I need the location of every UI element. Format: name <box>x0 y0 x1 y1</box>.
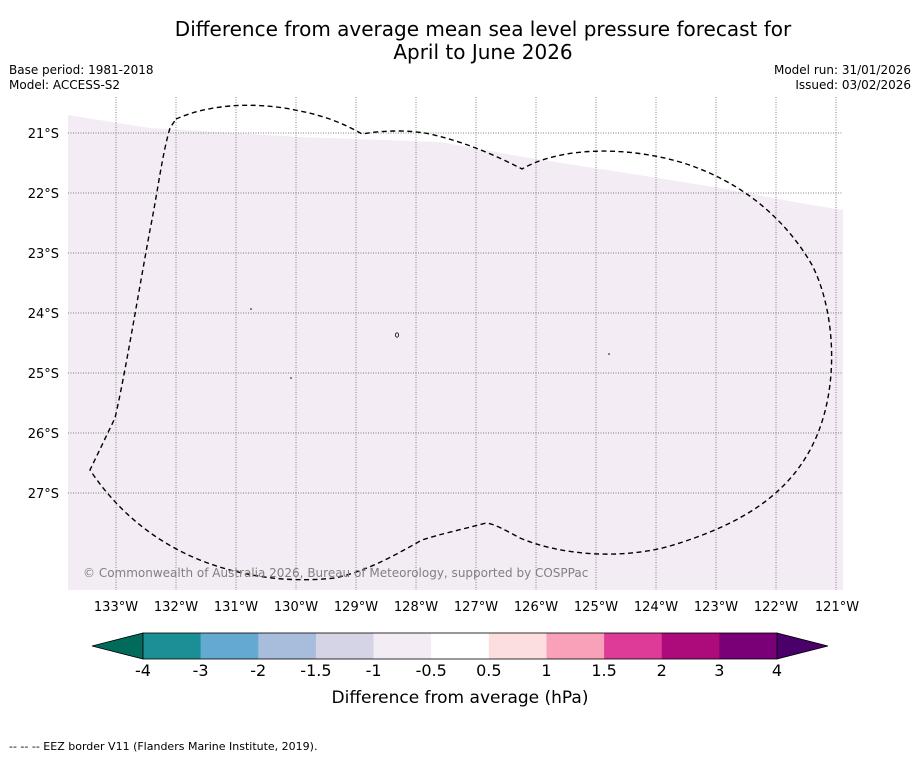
lon-label-129w: 129°W <box>334 600 378 615</box>
colorbar-over-arrow <box>776 632 829 660</box>
model-name: Model: ACCESS-S2 <box>9 78 121 92</box>
colorbar-tick-label: 0.5 <box>476 661 501 680</box>
lon-label-131w: 131°W <box>214 600 258 615</box>
model-run: Model run: 31/01/2026 <box>773 63 911 77</box>
base-period: Base period: 1981-2018 <box>9 63 154 77</box>
colorbar-swatch <box>258 633 317 659</box>
eez-border-legend: -- -- -- EEZ border V11 (Flanders Marine… <box>9 740 318 753</box>
lat-label-25s: 25°S <box>28 367 59 382</box>
lon-label-123w: 123°W <box>694 600 738 615</box>
colorbar-under-arrow <box>91 632 144 660</box>
colorbar-tick-label: -2 <box>250 661 266 680</box>
meta-right: Model run: 31/01/2026 Issued: 03/02/2026 <box>774 63 911 93</box>
colorbar-swatch <box>719 633 778 659</box>
colorbar-swatch <box>200 633 259 659</box>
islands <box>250 308 610 379</box>
colorbar-swatch <box>661 633 720 659</box>
colorbar-tick-label: 4 <box>772 661 782 680</box>
lon-label-122w: 122°W <box>754 600 798 615</box>
colorbar-tick-label: -4 <box>135 661 151 680</box>
colorbar-swatch <box>488 633 547 659</box>
title-line-2: April to June 2026 <box>393 40 573 64</box>
lat-label-21s: 21°S <box>28 127 59 142</box>
colorbar-swatch <box>143 633 201 659</box>
colorbar-tick-label: 1 <box>541 661 551 680</box>
lon-label-125w: 125°W <box>574 600 618 615</box>
lon-label-121w: 121°W <box>815 600 859 615</box>
graticule <box>68 97 843 590</box>
title-line-1: Difference from average mean sea level p… <box>174 17 792 41</box>
colorbar-ticks: -4 -3 -2 -1.5 -1 -0.5 0.5 1 1.5 2 3 4 <box>135 661 782 680</box>
lat-label-26s: 26°S <box>28 427 59 442</box>
colorbar-swatch <box>431 633 490 659</box>
lon-label-132w: 132°W <box>154 600 198 615</box>
colorbar-tick-label: -0.5 <box>416 661 447 680</box>
lon-label-128w: 128°W <box>394 600 438 615</box>
colorbar-tick-label: 2 <box>657 661 667 680</box>
copyright-notice: © Commonwealth of Australia 2026, Bureau… <box>83 566 588 580</box>
pressure-anomaly-field <box>68 115 843 590</box>
colorbar-tick-label: 1.5 <box>591 661 616 680</box>
lat-label-27s: 27°S <box>28 487 59 502</box>
colorbar: -4 -3 -2 -1.5 -1 -0.5 0.5 1 1.5 2 3 4 Difference fr… <box>91 632 829 708</box>
lon-label-133w: 133°W <box>94 600 138 615</box>
colorbar-tick-label: -1.5 <box>300 661 331 680</box>
colorbar-tick-label: 3 <box>714 661 724 680</box>
colorbar-swatches <box>143 633 778 659</box>
colorbar-swatch <box>604 633 663 659</box>
lat-label-24s: 24°S <box>28 307 59 322</box>
lon-label-127w: 127°W <box>454 600 498 615</box>
colorbar-label: Difference from average (hPa) <box>332 688 589 708</box>
issued-date: Issued: 03/02/2026 <box>795 78 911 92</box>
lat-label-23s: 23°S <box>28 247 59 262</box>
colorbar-swatch <box>546 633 605 659</box>
lon-label-130w: 130°W <box>274 600 318 615</box>
colorbar-swatch <box>373 633 432 659</box>
lon-label-126w: 126°W <box>514 600 558 615</box>
lon-label-124w: 124°W <box>634 600 678 615</box>
lat-label-22s: 22°S <box>28 187 59 202</box>
colorbar-tick-label: -1 <box>366 661 382 680</box>
colorbar-tick-label: -3 <box>193 661 209 680</box>
chart-title: Difference from average mean sea level p… <box>0 18 919 64</box>
colorbar-frame <box>142 632 778 660</box>
meta-left: Base period: 1981-2018 Model: ACCESS-S2 <box>9 63 154 93</box>
colorbar-swatch <box>315 633 374 659</box>
